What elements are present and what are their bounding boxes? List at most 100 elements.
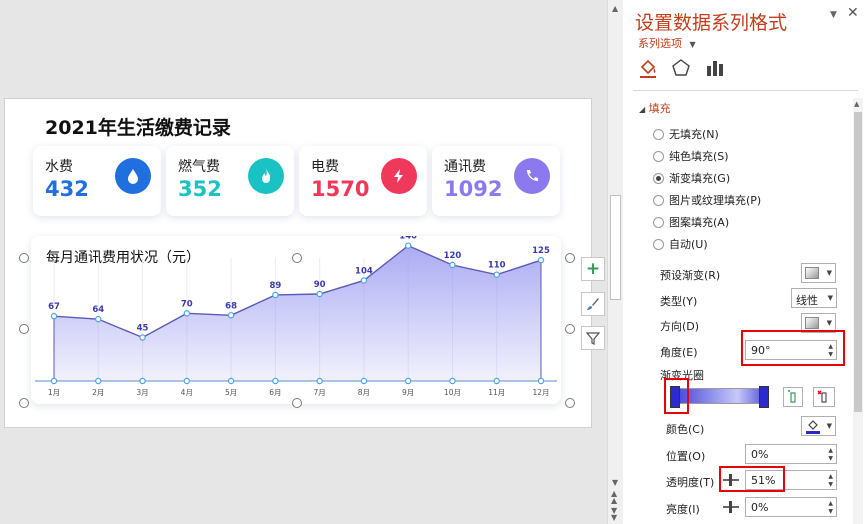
prev-page-icon[interactable]: ▲ ▲ <box>611 489 618 505</box>
resize-handle-tr[interactable] <box>565 253 575 263</box>
next-page-icon[interactable]: ▼ ▼ <box>611 506 618 522</box>
spin-down-icon[interactable]: ▼ <box>828 351 833 358</box>
radio-button[interactable] <box>653 150 664 162</box>
radio-button[interactable] <box>653 194 664 206</box>
radio-picture-fill[interactable]: 图片或纹理填充(P) <box>653 192 761 208</box>
radio-auto-fill[interactable]: 自动(U) <box>653 236 708 252</box>
data-point[interactable] <box>537 256 545 264</box>
axis-point[interactable] <box>95 377 102 385</box>
axis-point[interactable] <box>272 377 279 385</box>
radio-pattern-fill[interactable]: 图案填充(A) <box>653 214 729 230</box>
data-point[interactable] <box>272 291 279 299</box>
radio-button[interactable] <box>653 172 664 184</box>
resize-handle-bl[interactable] <box>19 398 29 408</box>
spin-up-icon[interactable]: ▲ <box>828 447 833 454</box>
close-icon[interactable]: ✕ <box>847 5 859 21</box>
radio-gradient-fill[interactable]: 渐变填充(G) <box>653 170 730 186</box>
resize-handle-mr[interactable] <box>565 324 575 334</box>
axis-point[interactable] <box>316 377 323 385</box>
radio-no-fill[interactable]: 无填充(N) <box>653 126 719 142</box>
axis-point[interactable] <box>139 377 146 385</box>
fill-section-label: 填充 <box>648 102 671 115</box>
pane-menu-icon[interactable]: ▼ <box>830 10 837 20</box>
canvas-scrollbar[interactable]: ▲ ▼ ▲ ▲ ▼ ▼ <box>607 0 623 524</box>
area-chart[interactable]: 67 1月 64 2月 45 3月 70 4月 68 5月 89 6月 90 7月 104 8月 140 9月 12… <box>31 236 561 404</box>
resize-handle-tc[interactable] <box>292 253 302 263</box>
brightness-input[interactable]: 0% ▲ ▼ <box>745 497 837 517</box>
position-input[interactable]: 0% ▲ ▼ <box>745 444 837 464</box>
angle-input[interactable]: 90° ▲ ▼ <box>745 340 837 360</box>
chart-styles-button[interactable] <box>581 292 605 316</box>
resize-handle-br[interactable] <box>565 398 575 408</box>
card-gas: 燃气费 352 <box>166 146 294 216</box>
series-options-dropdown[interactable]: 系列选项 ▼ <box>638 35 696 51</box>
filter-icon <box>586 332 600 345</box>
scroll-thumb[interactable] <box>610 195 621 300</box>
resize-handle-ml[interactable] <box>19 324 29 334</box>
add-stop-button[interactable] <box>783 387 803 407</box>
data-point[interactable] <box>316 290 323 298</box>
spin-down-icon[interactable]: ▼ <box>828 455 833 462</box>
data-point[interactable] <box>95 315 102 323</box>
axis-point[interactable] <box>404 377 412 385</box>
spin-down-icon[interactable]: ▼ <box>828 481 833 488</box>
transparency-input[interactable]: 51% ▲ ▼ <box>745 470 837 490</box>
pane-scrollbar[interactable]: ▲ <box>853 98 863 524</box>
fill-section-header[interactable]: ◢ 填充 <box>639 100 671 116</box>
remove-stop-button[interactable] <box>813 387 835 407</box>
preset-gradient-label: 预设渐变(R) <box>660 269 721 282</box>
data-point[interactable] <box>493 271 500 278</box>
radio-solid-fill[interactable]: 纯色填充(S) <box>653 148 729 164</box>
spin-up-icon[interactable]: ▲ <box>828 500 833 507</box>
data-point[interactable] <box>360 277 368 284</box>
lightning-icon <box>381 158 417 194</box>
data-label: 120 <box>444 251 462 261</box>
color-picker-button[interactable]: ▼ <box>801 416 836 436</box>
resize-handle-bc[interactable] <box>292 398 302 408</box>
resize-handle-tl[interactable] <box>19 253 29 263</box>
tab-fill-line[interactable] <box>637 58 659 82</box>
add-stop-icon <box>788 390 796 403</box>
chart-container[interactable]: 每月通讯费用状况（元） 67 1月 64 2月 45 3月 70 4月 68 5月 89 6月 90 7月… <box>31 236 561 404</box>
spin-up-icon[interactable]: ▲ <box>828 473 833 480</box>
radio-button[interactable] <box>653 238 664 250</box>
data-label: 110 <box>488 261 506 271</box>
axis-point[interactable] <box>493 377 500 385</box>
data-point[interactable] <box>139 334 146 341</box>
tab-effects[interactable] <box>671 58 693 82</box>
data-point[interactable] <box>227 312 235 319</box>
axis-point[interactable] <box>227 377 235 385</box>
axis-point[interactable] <box>50 377 58 385</box>
axis-point[interactable] <box>537 377 545 385</box>
data-point[interactable] <box>50 313 58 320</box>
gradient-stop-right[interactable] <box>759 386 769 408</box>
chart-elements-button[interactable]: + <box>581 257 605 281</box>
data-point[interactable] <box>183 310 191 317</box>
scroll-up-icon[interactable]: ▲ <box>612 4 619 13</box>
radio-button[interactable] <box>653 128 664 140</box>
x-tick-label: 2月 <box>92 388 104 397</box>
gradient-stop-left[interactable] <box>670 386 680 408</box>
scroll-down-icon[interactable]: ▼ <box>612 478 619 487</box>
axis-point[interactable] <box>360 377 368 385</box>
type-dropdown[interactable]: 线性 ▼ <box>791 288 837 308</box>
data-point[interactable] <box>449 261 456 269</box>
data-point[interactable] <box>404 242 412 249</box>
series-line[interactable] <box>53 244 542 339</box>
area-fill[interactable] <box>54 245 541 381</box>
transparency-slider-thumb[interactable] <box>729 474 732 486</box>
brightness-slider-thumb[interactable] <box>729 501 732 513</box>
preset-gradient-dropdown[interactable]: ▼ <box>801 263 836 283</box>
scroll-thumb[interactable] <box>854 112 862 412</box>
chart-filters-button[interactable] <box>581 326 605 350</box>
tab-series-options[interactable] <box>705 58 727 82</box>
card-label: 通讯费 <box>444 159 486 175</box>
spin-down-icon[interactable]: ▼ <box>828 508 833 515</box>
angle-label: 角度(E) <box>660 346 698 359</box>
axis-point[interactable] <box>183 377 191 385</box>
spin-up-icon[interactable]: ▲ <box>828 343 833 350</box>
direction-dropdown[interactable]: ▼ <box>801 313 836 333</box>
radio-button[interactable] <box>653 216 664 228</box>
axis-point[interactable] <box>449 377 456 385</box>
scroll-up-icon[interactable]: ▲ <box>854 100 860 108</box>
